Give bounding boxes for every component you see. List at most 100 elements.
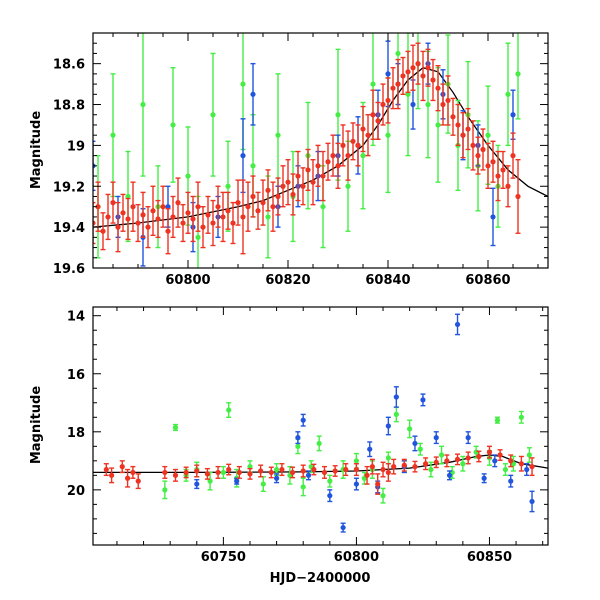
green-data-point <box>225 183 231 189</box>
red-data-point <box>430 77 436 83</box>
red-data-point <box>172 472 179 478</box>
red-data-point <box>235 200 241 206</box>
red-data-point <box>183 469 189 476</box>
red-data-point <box>135 478 141 484</box>
red-data-point <box>518 461 524 467</box>
green-data-point <box>485 132 491 138</box>
red-data-point <box>395 81 401 87</box>
red-data-point <box>310 179 316 185</box>
green-data-point <box>220 469 226 476</box>
green-data-point <box>428 466 434 473</box>
red-data-point <box>490 159 496 165</box>
blue-data-point <box>300 417 306 423</box>
blue-data-point <box>446 472 453 478</box>
red-data-point <box>497 452 503 458</box>
red-data-point <box>412 464 418 470</box>
y-tick-label: 20 <box>67 484 85 499</box>
blue-data-point <box>524 466 530 473</box>
red-data-point <box>375 118 381 124</box>
red-data-point <box>485 163 491 169</box>
red-data-point <box>195 204 201 210</box>
y-tick-label: 19 <box>67 139 85 154</box>
blue-data-point <box>194 481 200 487</box>
green-data-point <box>380 493 386 499</box>
blue-data-point <box>234 478 240 484</box>
top-plot-content <box>93 33 548 268</box>
red-data-point <box>175 200 181 206</box>
green-data-point <box>438 452 445 458</box>
green-data-point <box>360 153 366 159</box>
red-data-point <box>205 212 211 218</box>
bottom-y-axis-label: Magnitude <box>29 386 44 465</box>
red-data-point <box>410 65 416 71</box>
red-data-point <box>226 466 232 473</box>
bottom-plot-content <box>93 313 548 533</box>
green-data-point <box>405 91 411 97</box>
green-data-point <box>395 50 401 57</box>
green-data-point <box>385 132 391 138</box>
green-data-point <box>407 426 413 432</box>
green-data-point <box>240 81 246 87</box>
y-tick-label: 16 <box>67 368 85 383</box>
green-data-point <box>195 234 201 240</box>
blue-data-point <box>433 435 439 441</box>
blue-data-point <box>508 478 514 484</box>
red-data-point <box>119 464 125 470</box>
red-data-point <box>300 183 306 189</box>
x-tick-label: 60800 <box>334 550 379 565</box>
red-data-point <box>465 126 471 132</box>
x-tick-label: 60800 <box>165 273 210 288</box>
red-data-point <box>505 183 511 189</box>
x-tick-label: 60840 <box>365 273 410 288</box>
green-data-point <box>110 132 116 138</box>
red-data-point <box>375 481 381 487</box>
red-data-point <box>475 153 481 159</box>
red-data-point <box>268 469 274 476</box>
green-data-point <box>172 424 179 431</box>
green-data-point <box>526 452 532 458</box>
red-data-point <box>295 173 301 179</box>
red-data-point <box>325 159 331 165</box>
red-data-point <box>185 210 191 216</box>
green-data-point <box>505 91 511 97</box>
top-panel-frame <box>92 32 549 269</box>
y-tick-label: 19.4 <box>53 221 85 236</box>
red-data-point <box>190 216 196 222</box>
bottom-x-axis-label: HJD−2400000 <box>270 571 371 586</box>
red-data-point <box>95 204 101 210</box>
green-data-point <box>185 173 191 179</box>
red-data-point <box>360 126 366 132</box>
red-data-point <box>315 163 321 169</box>
red-data-point <box>440 101 446 108</box>
green-data-point <box>502 466 509 473</box>
green-data-point <box>345 183 351 189</box>
green-data-point <box>335 112 341 118</box>
red-data-point <box>454 456 461 462</box>
blue-data-point <box>240 153 246 159</box>
red-data-point <box>250 193 256 200</box>
blue-data-point <box>327 493 333 499</box>
red-data-point <box>105 214 111 220</box>
green-data-point <box>140 101 146 108</box>
blue-data-point <box>490 214 496 220</box>
red-data-point <box>165 228 171 234</box>
blue-data-point <box>353 481 360 487</box>
blue-data-point <box>273 475 280 481</box>
red-data-point <box>435 85 441 91</box>
green-data-point <box>327 478 333 484</box>
red-data-point <box>476 453 482 460</box>
red-data-point <box>109 472 115 478</box>
red-data-point <box>115 224 121 230</box>
red-data-point <box>332 468 338 474</box>
red-data-point <box>515 193 521 200</box>
blue-data-point <box>410 101 416 108</box>
green-data-point <box>385 455 391 461</box>
red-data-point <box>215 469 221 476</box>
blue-data-point <box>340 524 346 531</box>
red-data-point <box>370 112 376 118</box>
red-data-point <box>391 464 397 470</box>
red-data-point <box>265 187 271 193</box>
red-data-point <box>220 214 226 220</box>
red-data-point <box>450 114 456 120</box>
bottom-panel: 60750 60800 60850 14 16 18 20 Magnitude HJD−24… <box>29 306 549 586</box>
